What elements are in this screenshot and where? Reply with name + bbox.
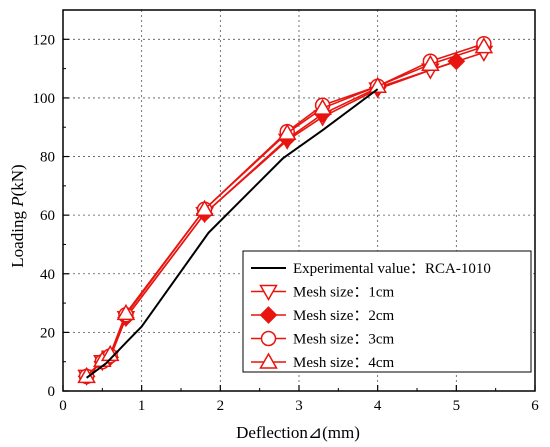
legend-marker	[259, 306, 278, 324]
y-axis-title: Loading P(kN)	[8, 164, 27, 267]
legend: Experimental value：RCA-1010 Mesh size：1cm…	[242, 250, 532, 373]
x-tick-label: 4	[374, 398, 382, 414]
legend-item: Experimental value：RCA-1010	[251, 261, 491, 277]
x-tick-label: 6	[531, 398, 539, 414]
legend-box	[242, 250, 532, 373]
legend-marker	[260, 330, 277, 347]
y-tick-label: 40	[40, 267, 55, 283]
y-tick-label: 20	[40, 325, 55, 341]
x-tick-label: 2	[217, 398, 225, 414]
legend-item: Mesh size：4cm	[251, 352, 395, 371]
legend-item: Mesh size：3cm	[251, 330, 395, 348]
x-axis-title: Deflection⊿(mm)	[236, 423, 360, 442]
legend-label: Mesh size：1cm	[293, 285, 395, 301]
y-tick-label: 60	[40, 208, 55, 224]
x-tick-label: 5	[453, 398, 461, 414]
y-tick-label: 80	[40, 150, 55, 166]
legend-label: Mesh size：3cm	[293, 332, 395, 348]
series-5	[77, 37, 494, 384]
data-point	[277, 123, 297, 140]
legend-item: Mesh size：1cm	[251, 284, 395, 302]
data-point	[474, 37, 494, 54]
x-tick-label: 3	[295, 398, 303, 414]
legend-marker	[259, 352, 278, 369]
series-1	[86, 88, 379, 379]
y-tick-label: 100	[33, 91, 56, 107]
x-tick-label: 1	[138, 398, 146, 414]
legend-marker	[259, 284, 278, 302]
legend-label: Experimental value：RCA-1010	[293, 261, 491, 277]
legend-item: Mesh size：2cm	[251, 306, 395, 324]
y-tick-label: 120	[33, 32, 56, 48]
data-point	[195, 199, 214, 217]
series-group	[77, 35, 494, 386]
data-point	[368, 76, 387, 93]
data-point	[421, 54, 440, 71]
data-point	[313, 98, 332, 115]
y-tick-label: 0	[48, 384, 56, 400]
legend-label: Mesh size：4cm	[293, 355, 395, 371]
series-line	[86, 88, 379, 379]
y-axis-title-variable: P	[8, 196, 27, 207]
y-axis-title-prefix: Loading	[8, 207, 27, 268]
x-tick-label: 0	[59, 398, 67, 414]
data-point	[116, 303, 136, 321]
legend-label: Mesh size：2cm	[293, 308, 395, 324]
y-axis-title-unit: (kN)	[8, 164, 27, 196]
